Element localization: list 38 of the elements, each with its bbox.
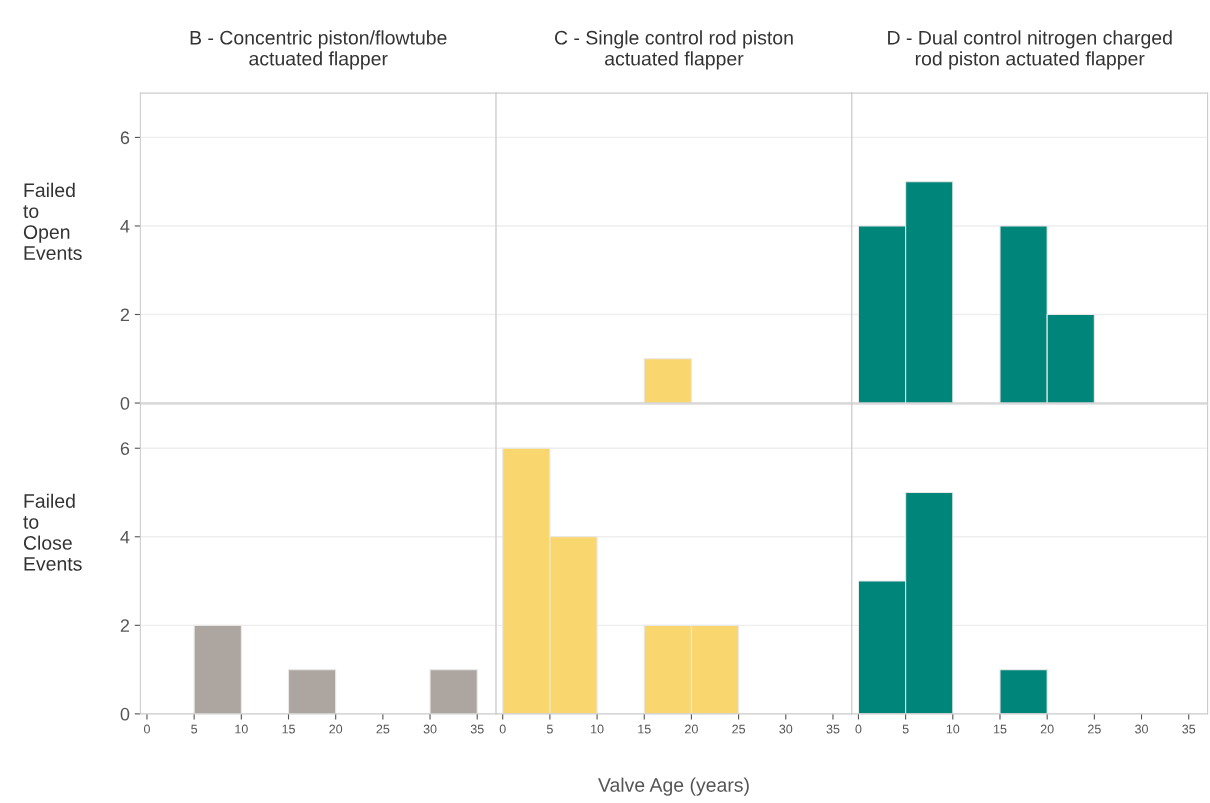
x-tick-label: 35 bbox=[470, 724, 484, 734]
x-tick-label: 25 bbox=[376, 724, 390, 734]
y-tick-label: 0 bbox=[120, 707, 130, 721]
x-tick-label: 5 bbox=[902, 724, 909, 734]
x-tick-label: 10 bbox=[591, 724, 604, 734]
x-tick-label: 0 bbox=[499, 724, 506, 734]
x-tick-label: 30 bbox=[423, 724, 437, 734]
chart-title: D - Dual control nitrogen charged rod piston actuated flapper bbox=[888, 30, 1172, 70]
y-tick-label: 6 bbox=[120, 131, 130, 145]
x-tick-label: 0 bbox=[855, 724, 862, 734]
x-tick-label: 25 bbox=[732, 724, 746, 734]
x-tick-label: 30 bbox=[779, 724, 793, 734]
chart-title: B - Concentric piston/flowtube actuated flapper bbox=[190, 30, 447, 70]
x-tick-label: 15 bbox=[638, 724, 651, 734]
y-axis-title: Failed to Open Events bbox=[23, 182, 82, 260]
y-tick-label: 0 bbox=[120, 396, 130, 410]
x-tick-label: 35 bbox=[1182, 724, 1196, 734]
x-tick-label: 30 bbox=[1135, 724, 1148, 734]
x-axis-title: Valve Age (years) bbox=[598, 777, 749, 796]
y-tick-label: 4 bbox=[120, 530, 130, 544]
y-tick-label: 2 bbox=[120, 619, 130, 632]
x-tick-label: 20 bbox=[685, 724, 698, 734]
x-tick-label: 15 bbox=[282, 724, 295, 734]
y-axis-title: Failed to Close Events bbox=[23, 493, 82, 571]
x-tick-label: 35 bbox=[826, 724, 840, 734]
chart-title: C - Single control rod piston actuated flapper bbox=[555, 30, 793, 70]
x-tick-label: 20 bbox=[1040, 724, 1054, 734]
x-tick-label: 0 bbox=[143, 724, 150, 734]
x-tick-label: 5 bbox=[191, 724, 198, 734]
x-tick-label: 5 bbox=[546, 724, 553, 734]
y-tick-label: 4 bbox=[120, 220, 130, 233]
x-tick-label: 10 bbox=[946, 724, 960, 734]
x-tick-label: 25 bbox=[1088, 724, 1101, 734]
x-tick-label: 20 bbox=[329, 724, 343, 734]
y-tick-label: 2 bbox=[120, 308, 130, 322]
x-tick-label: 10 bbox=[235, 724, 248, 734]
x-tick-label: 15 bbox=[993, 724, 1007, 734]
y-tick-label: 6 bbox=[120, 442, 130, 455]
